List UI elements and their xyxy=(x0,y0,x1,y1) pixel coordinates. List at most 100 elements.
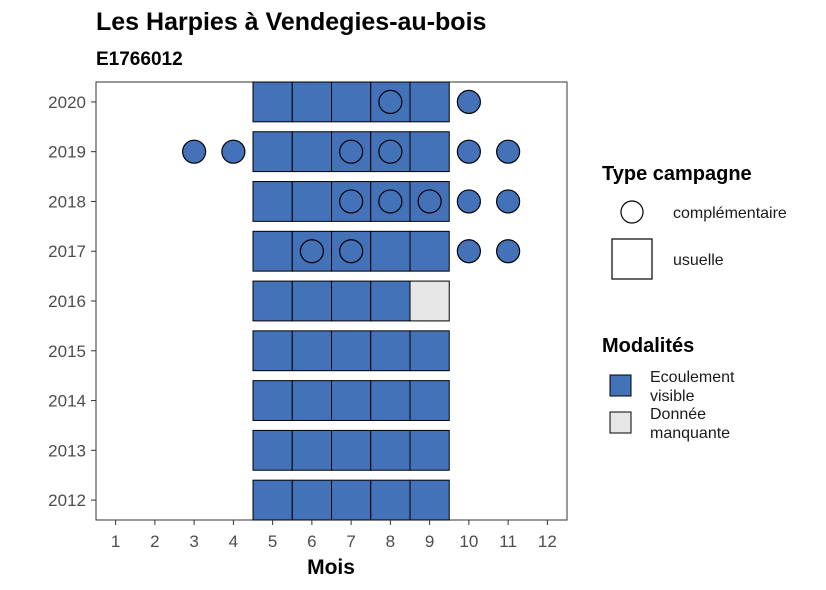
y-tick-label-2019: 2019 xyxy=(48,143,86,162)
y-tick-label-2020: 2020 xyxy=(48,93,86,112)
x-tick-label-5: 5 xyxy=(268,532,277,551)
tile-2012-6 xyxy=(291,479,332,521)
tile-2013-8 xyxy=(370,429,411,471)
x-axis-label: Mois xyxy=(307,556,355,579)
y-tick-label-2017: 2017 xyxy=(48,242,86,261)
tile-2017-9 xyxy=(409,230,450,272)
tile-2015-8 xyxy=(370,330,411,372)
tile-2020-6 xyxy=(291,81,332,123)
tile-2019-7 xyxy=(331,131,372,173)
tile-2020-9 xyxy=(409,81,450,123)
legend-label-usuelle: usuelle xyxy=(673,252,724,269)
tile-2014-8 xyxy=(370,380,411,421)
x-tick-label-12: 12 xyxy=(538,532,557,551)
x-tick-label-10: 10 xyxy=(459,532,478,551)
tile-2014-5 xyxy=(252,380,293,421)
legend-label-manquante: Donnée manquante xyxy=(650,406,730,442)
legend-label-manquante-line1: Donnée xyxy=(650,406,706,423)
tile-2015-6 xyxy=(291,330,332,372)
tile-2016-8 xyxy=(370,280,411,322)
y-tick-label-2014: 2014 xyxy=(48,392,86,411)
x-tick-label-8: 8 xyxy=(386,532,395,551)
tile-2014-9 xyxy=(409,380,450,421)
point-2017-11 xyxy=(496,239,521,264)
tile-2013-5 xyxy=(252,429,293,471)
legend-type-campagne-title: Type campagne xyxy=(602,163,752,185)
tile-2017-8 xyxy=(370,230,411,272)
legend-swatch-ecoulement xyxy=(609,374,632,397)
tile-2018-8 xyxy=(370,181,411,222)
tile-2014-7 xyxy=(331,380,372,421)
chart-subtitle: E1766012 xyxy=(96,49,183,70)
legend-label-ecoulement-line1: Ecoulement xyxy=(650,369,735,386)
tile-2016-9 xyxy=(409,280,450,322)
tile-2015-5 xyxy=(252,330,293,372)
tile-2017-6 xyxy=(291,230,332,272)
y-axis: 2012 2013 2014 2015 2016 2017 2018 2019 2020 xyxy=(48,93,96,510)
tile-2013-7 xyxy=(331,429,372,471)
legend-label-ecoulement-line2: visible xyxy=(650,388,695,405)
tiles-layer xyxy=(252,81,450,521)
x-tick-label-3: 3 xyxy=(189,532,198,551)
y-tick-label-2018: 2018 xyxy=(48,192,86,211)
tile-2015-7 xyxy=(331,330,372,372)
tile-2013-6 xyxy=(291,429,332,471)
tile-2017-7 xyxy=(331,230,372,272)
point-2020-10 xyxy=(456,89,481,115)
tile-2015-9 xyxy=(409,330,450,372)
x-axis: 1 2 3 4 5 6 7 8 9 10 11 12 xyxy=(111,520,557,551)
y-tick-label-2013: 2013 xyxy=(48,441,86,460)
x-tick-label-11: 11 xyxy=(499,532,517,551)
point-2019-8 xyxy=(378,139,403,164)
tile-2012-8 xyxy=(370,479,411,521)
legend-modalites: Modalités Ecoulement visible Donnée manq… xyxy=(602,335,739,442)
point-2019-7 xyxy=(339,139,364,164)
point-2018-7 xyxy=(339,189,364,214)
point-2019-3 xyxy=(182,139,207,164)
legend-label-ecoulement: Ecoulement visible xyxy=(650,369,739,405)
tile-2016-5 xyxy=(252,280,293,322)
x-tick-label-2: 2 xyxy=(150,532,159,551)
point-2018-11 xyxy=(496,189,521,214)
tile-2018-9 xyxy=(409,181,450,222)
chart-title: Les Harpies à Vendegies-au-bois xyxy=(96,8,486,36)
tile-2020-7 xyxy=(331,81,372,123)
tile-2012-5 xyxy=(252,479,293,521)
point-2019-4 xyxy=(221,139,246,164)
point-2017-6 xyxy=(299,239,324,264)
tile-2019-8 xyxy=(370,131,411,173)
y-tick-label-2016: 2016 xyxy=(48,292,86,311)
tile-2012-9 xyxy=(409,479,450,521)
point-2018-8 xyxy=(378,189,403,214)
tile-2013-9 xyxy=(409,429,450,471)
tile-2018-6 xyxy=(291,181,332,222)
points-layer xyxy=(182,89,521,264)
x-tick-label-9: 9 xyxy=(425,532,434,551)
legend-label-manquante-line2: manquante xyxy=(650,425,730,442)
y-tick-label-2012: 2012 xyxy=(48,491,86,510)
tile-2017-5 xyxy=(252,230,293,272)
point-2017-10 xyxy=(456,239,481,264)
legend-label-complementaire: complémentaire xyxy=(673,205,787,222)
point-2018-10 xyxy=(456,189,481,214)
tile-2012-7 xyxy=(331,479,372,521)
legend-swatch-manquante xyxy=(609,411,632,434)
x-tick-label-6: 6 xyxy=(307,532,316,551)
x-tick-label-1: 1 xyxy=(111,532,120,551)
tile-2014-6 xyxy=(291,380,332,421)
tile-2016-6 xyxy=(291,280,332,322)
point-2018-9 xyxy=(417,189,442,214)
tile-2016-7 xyxy=(331,280,372,322)
tile-2019-9 xyxy=(409,131,450,173)
legend-circle-key xyxy=(620,200,644,224)
legend-square-key xyxy=(611,238,653,280)
legend-modalites-title: Modalités xyxy=(602,335,694,357)
tile-2019-6 xyxy=(291,131,332,173)
point-2017-7 xyxy=(339,239,364,264)
point-2019-11 xyxy=(496,139,521,164)
point-2019-10 xyxy=(456,139,481,164)
legend-type-campagne: Type campagne complémentaire usuelle xyxy=(602,163,787,280)
tile-2020-8 xyxy=(370,81,411,123)
tile-2018-5 xyxy=(252,181,293,222)
